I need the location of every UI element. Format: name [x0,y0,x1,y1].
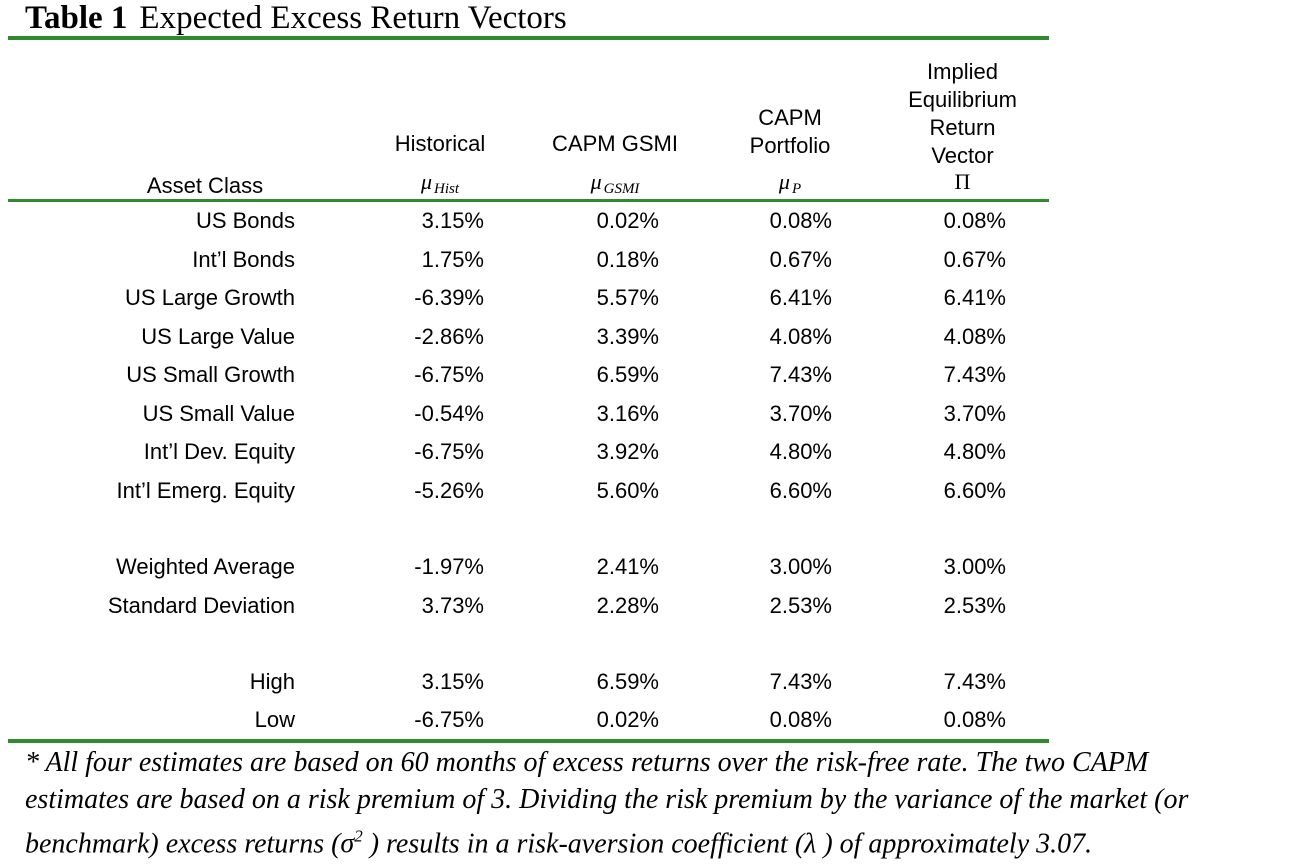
capm-portfolio-value: 0.08% [769,208,832,233]
implied-equilibrium-value: 0.08% [943,208,1006,233]
table-row: US Bonds 3.15% 0.02% 0.08% 0.08% [0,202,1050,240]
capm-portfolio-value: 6.60% [769,477,832,503]
historical-value: -5.26% [414,477,484,503]
capm-portfolio-value: 6.41% [769,285,832,310]
historical-value: 3.15% [421,669,484,694]
historical-value: -6.75% [414,362,484,387]
capm-gsmi-value: 3.39% [596,323,659,349]
footnote-line-1: * All four estimates are based on 60 mon… [25,747,1149,778]
historical-value: 3.15% [421,208,484,233]
header-capm-gsmi: CAPM GSMI [552,131,678,156]
table-row: Low -6.75% 0.02% 0.08% 0.08% [0,701,1050,739]
table-row: Standard Deviation 3.73% 2.28% 2.53% 2.53% [0,587,1050,625]
capm-portfolio-value: 7.43% [769,669,832,694]
historical-value: -0.54% [414,400,484,426]
asset-class-label: US Small Value [142,400,295,426]
asset-class-label: US Bonds [195,208,295,233]
asset-class-label: US Large Value [141,323,295,349]
symbol-mu-gsmi: μ GSMI [590,169,640,197]
capm-portfolio-value: 4.80% [769,439,832,464]
capm-gsmi-value: 5.60% [596,477,659,503]
asset-class-label: High [249,669,295,694]
capm-gsmi-value: 6.59% [596,669,659,694]
capm-gsmi-value: 5.57% [596,285,659,310]
capm-gsmi-value: 6.59% [596,362,659,387]
table-row: US Small Value -0.54% 3.16% 3.70% 3.70% [0,395,1050,433]
asset-class-label: US Large Growth [125,285,295,310]
capm-gsmi-value: 0.02% [596,208,659,233]
asset-class-label: Int’l Dev. Equity [143,439,295,464]
table-number: Table 1 [25,0,128,36]
implied-equilibrium-value: 2.53% [943,592,1006,618]
historical-value: -6.39% [414,285,484,310]
table-row: Int’l Dev. Equity -6.75% 3.92% 4.80% 4.80% [0,433,1050,471]
top-rule [8,36,1049,40]
capm-gsmi-value: 3.16% [596,400,659,426]
header-implied-line4: Vector [931,143,994,168]
header-implied-line1: Implied [927,59,998,84]
header-asset-class: Asset Class [146,173,264,198]
capm-gsmi-value: 2.41% [596,554,659,579]
implied-equilibrium-value: 4.80% [943,439,1006,464]
historical-value: -6.75% [414,439,484,464]
capm-portfolio-value: 0.08% [769,707,832,732]
table-row: US Large Value -2.86% 3.39% 4.08% 4.08% [0,318,1050,356]
header-implied-equilibrium: Implied Equilibrium Return Vector [880,58,1045,170]
implied-equilibrium-value: 4.08% [943,323,1006,349]
header-capm-portfolio: CAPM Portfolio [710,104,870,160]
header-capm-portfolio-line1: CAPM [758,105,822,130]
bottom-rule [8,739,1049,743]
historical-value: -6.75% [414,707,484,732]
asset-class-label: Standard Deviation [107,592,295,618]
implied-equilibrium-value: 3.70% [943,400,1006,426]
symbol-pi: Π [954,169,971,194]
capm-portfolio-value: 4.08% [769,323,832,349]
lambda-symbol: λ [804,828,817,860]
capm-portfolio-value: 7.43% [769,362,832,387]
footnote: * All four estimates are based on 60 mon… [25,744,1305,862]
header-rule [8,199,1049,202]
implied-equilibrium-value: 7.43% [943,669,1006,694]
implied-equilibrium-value: 0.67% [943,246,1006,272]
table-row: Int’l Emerg. Equity -5.26% 5.60% 6.60% 6.60% [0,472,1050,510]
historical-value: -1.97% [414,554,484,579]
implied-equilibrium-value: 0.08% [943,707,1006,732]
implied-equilibrium-value: 6.41% [943,285,1006,310]
table-title-text: Expected Excess Return Vectors [139,0,567,36]
asset-class-label: US Small Growth [126,362,295,387]
table-row: Weighted Average -1.97% 2.41% 3.00% 3.00% [0,548,1050,586]
implied-equilibrium-value: 6.60% [943,477,1006,503]
capm-portfolio-value: 3.70% [769,400,832,426]
capm-gsmi-value: 3.92% [596,439,659,464]
footnote-line-2: estimates are based on a risk premium of… [25,784,1189,815]
table-row: Int’l Bonds 1.75% 0.18% 0.67% 0.67% [0,241,1050,279]
implied-equilibrium-value: 3.00% [943,554,1006,579]
capm-gsmi-value: 0.02% [596,707,659,732]
table-title: Table 1 Expected Excess Return Vectors [25,0,567,36]
capm-gsmi-value: 2.28% [596,592,659,618]
implied-equilibrium-value: 7.43% [943,362,1006,387]
table-row: US Large Growth -6.39% 5.57% 6.41% 6.41% [0,279,1050,317]
capm-portfolio-value: 2.53% [769,592,832,618]
asset-class-label: Int’l Bonds [192,246,295,272]
historical-value: 1.75% [421,246,484,272]
footnote-line-3: benchmark) excess returns (σ2 ) results … [25,827,1093,860]
asset-class-label: Int’l Emerg. Equity [116,477,295,503]
table-row: US Small Growth -6.75% 6.59% 7.43% 7.43% [0,356,1050,394]
header-capm-portfolio-line2: Portfolio [749,133,831,158]
capm-portfolio-value: 3.00% [769,554,832,579]
sigma-symbol: σ2 [340,827,363,860]
capm-gsmi-value: 0.18% [596,246,659,272]
historical-value: 3.73% [421,592,484,618]
header-implied-line2: Equilibrium [908,87,1017,112]
asset-class-label: Low [254,707,295,732]
historical-value: -2.86% [414,323,484,349]
table-row: High 3.15% 6.59% 7.43% 7.43% [0,663,1050,701]
header-historical: Historical [394,131,486,156]
header-implied-line3: Return [929,115,996,140]
asset-class-label: Weighted Average [116,554,295,579]
capm-portfolio-value: 0.67% [769,246,832,272]
symbol-mu-hist: μ Hist [420,169,460,197]
